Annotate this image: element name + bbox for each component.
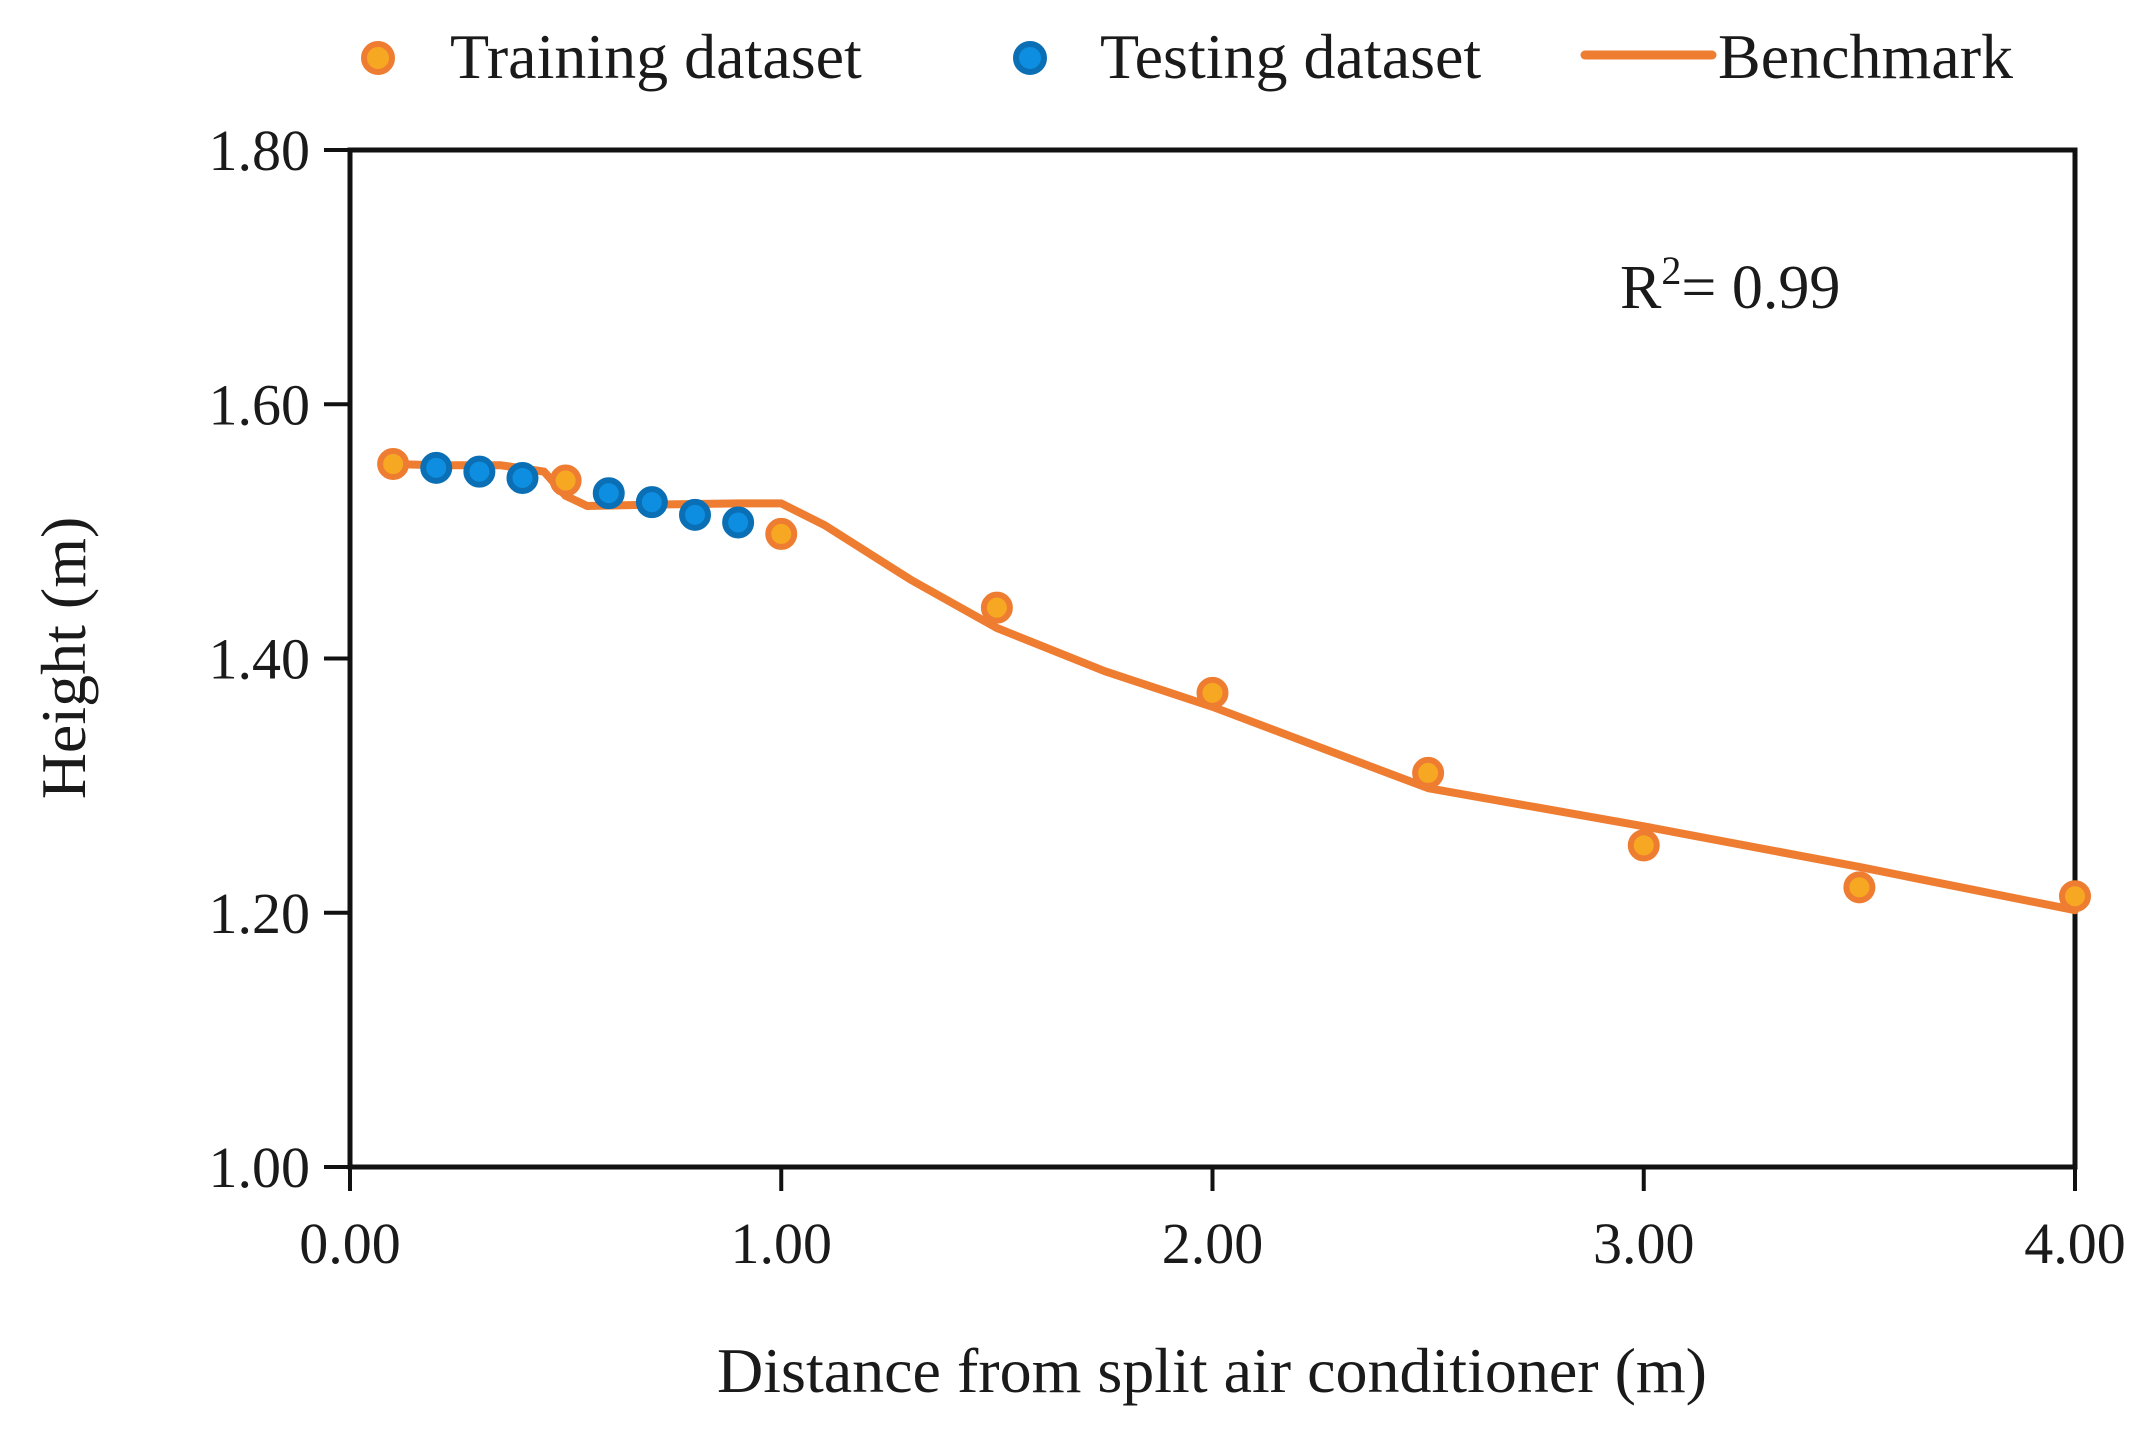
legend-training-label: Training dataset (450, 21, 862, 92)
training-point (2059, 880, 2091, 913)
legend-benchmark-label: Benchmark (1718, 21, 2013, 92)
r-squared-base: R (1620, 254, 1662, 322)
training-point (980, 591, 1013, 624)
training-points (377, 447, 2091, 913)
y-axis-title: Height (m) (28, 517, 99, 800)
testing-point (506, 461, 539, 494)
testing-points (420, 451, 755, 539)
training-point (765, 517, 798, 550)
training-point (1843, 871, 1876, 904)
r-squared-value: = 0.99 (1681, 254, 1840, 322)
r-squared-annotation: R2= 0.99 (1620, 248, 1840, 322)
legend-testing-label: Testing dataset (1100, 21, 1481, 92)
legend-testing-marker (1013, 41, 1047, 75)
training-point (549, 464, 582, 497)
y-tick-label: 1.40 (209, 627, 311, 692)
testing-point (463, 455, 496, 488)
testing-point (420, 451, 453, 484)
testing-point (722, 506, 755, 539)
x-tick-label: 3.00 (1593, 1211, 1695, 1276)
testing-point (592, 477, 625, 510)
testing-point (635, 486, 668, 519)
training-point (1627, 829, 1660, 862)
training-point (1196, 676, 1229, 709)
legend-training-marker (361, 41, 395, 75)
training-point (377, 447, 410, 480)
x-axis-title: Distance from split air conditioner (m) (717, 1335, 1707, 1406)
x-tick-label: 0.00 (299, 1211, 401, 1276)
benchmark-line (389, 459, 2079, 915)
r-squared-superscript: 2 (1661, 248, 1681, 293)
y-tick-label: 1.80 (209, 118, 311, 183)
legend: Training dataset Testing dataset Benchma… (361, 21, 2013, 92)
x-tick-label: 4.00 (2024, 1211, 2126, 1276)
testing-point (679, 498, 711, 531)
x-tick-label: 2.00 (1162, 1211, 1264, 1276)
y-axis-ticks: 1.00 1.20 1.40 1.60 1.80 (209, 118, 350, 1200)
y-tick-label: 1.60 (209, 372, 311, 437)
x-tick-label: 1.00 (731, 1211, 833, 1276)
y-tick-label: 1.00 (209, 1135, 311, 1200)
y-tick-label: 1.20 (209, 881, 311, 946)
training-point (1412, 756, 1445, 789)
x-axis-ticks: 0.00 1.00 2.00 3.00 4.00 (299, 1167, 2126, 1276)
